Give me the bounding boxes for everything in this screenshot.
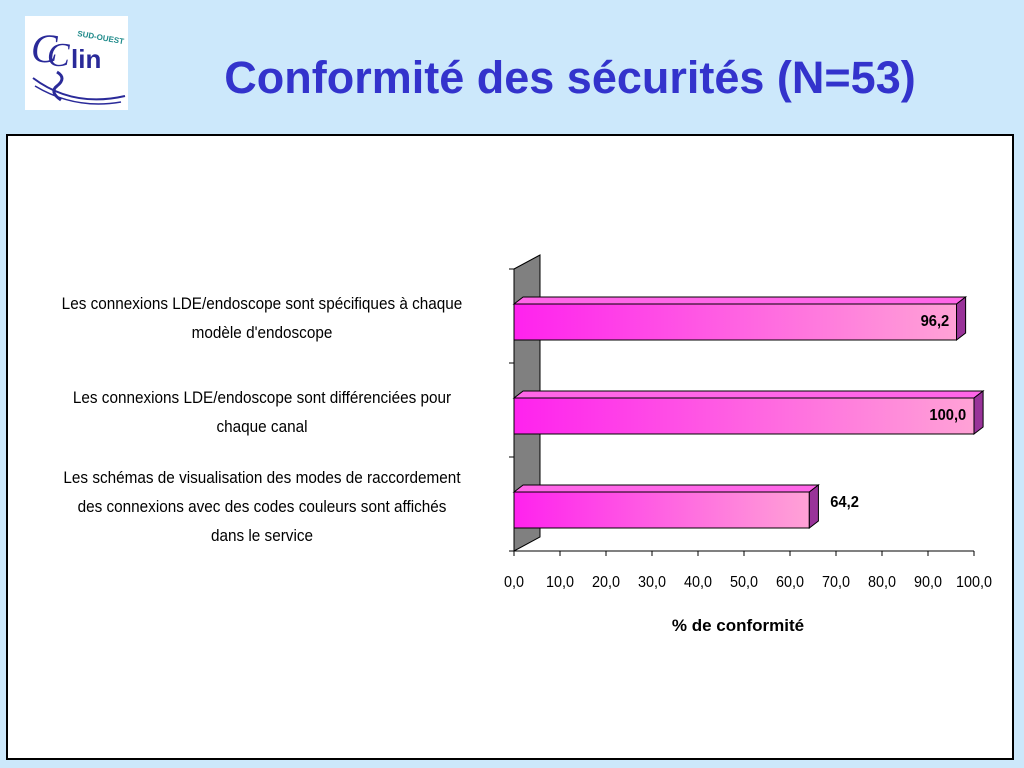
x-tick-label: 10,0 xyxy=(545,574,575,591)
bar-top-face xyxy=(512,484,820,493)
chart-panel: 0,0 10,0 20,0 30,0 40,0 50,0 60,0 70,0 80,0 90,0 1… xyxy=(6,134,1014,760)
category-label: Les connexions LDE/endoscope sont spécif… xyxy=(46,289,478,347)
category-label-line: Les connexions LDE/endoscope sont spécif… xyxy=(61,294,463,313)
bar xyxy=(513,397,975,435)
bar xyxy=(513,303,958,341)
data-label: 100,0 xyxy=(929,407,967,424)
x-tick-label: 20,0 xyxy=(591,574,621,591)
category-label-line: dans le service xyxy=(210,525,314,545)
x-tick-label: 30,0 xyxy=(637,574,667,591)
x-tick-label: 50,0 xyxy=(729,574,759,591)
x-axis-label: % de conformité xyxy=(671,616,805,635)
x-tick-label: 100,0 xyxy=(955,574,993,591)
category-label-line: modèle d'endoscope xyxy=(191,323,333,342)
x-tick-label: 70,0 xyxy=(821,574,851,591)
x-tick-label: 60,0 xyxy=(775,574,805,591)
page-title: Conformité des sécurités (N=53) xyxy=(224,52,916,103)
logo-text-main-c: C xyxy=(31,26,59,71)
bar-chart xyxy=(509,254,985,556)
svg-text:lin: lin xyxy=(71,44,101,74)
category-label: Les schémas de visualisation des modes d… xyxy=(46,463,478,550)
category-label-line: Les connexions LDE/endoscope sont différ… xyxy=(72,388,452,407)
bar xyxy=(513,491,810,529)
x-tick-label: 80,0 xyxy=(867,574,897,591)
cclin-logo-icon: C C lin SUD-OUEST xyxy=(31,26,126,105)
category-label-line: chaque canal xyxy=(216,417,308,436)
bar-end-face xyxy=(973,389,984,436)
cclin-logo: C C lin SUD-OUEST xyxy=(25,16,128,110)
svg-text:C: C xyxy=(47,37,70,74)
plot-area xyxy=(509,254,985,556)
x-tick-label: 40,0 xyxy=(683,574,713,591)
x-tick-label: 90,0 xyxy=(913,574,943,591)
category-label-line: Les schémas de visualisation des modes d… xyxy=(63,467,461,487)
bar-end-face xyxy=(808,483,819,530)
category-label: Les connexions LDE/endoscope sont différ… xyxy=(46,383,478,441)
bar-top-face xyxy=(512,296,968,305)
data-label: 96,2 xyxy=(920,313,949,330)
x-tick-label: 0,0 xyxy=(503,574,525,591)
category-label-line: des connexions avec des codes couleurs s… xyxy=(77,496,447,516)
bar-top-face xyxy=(512,390,985,399)
bar-end-face xyxy=(956,295,967,342)
data-label: 64,2 xyxy=(830,494,860,511)
